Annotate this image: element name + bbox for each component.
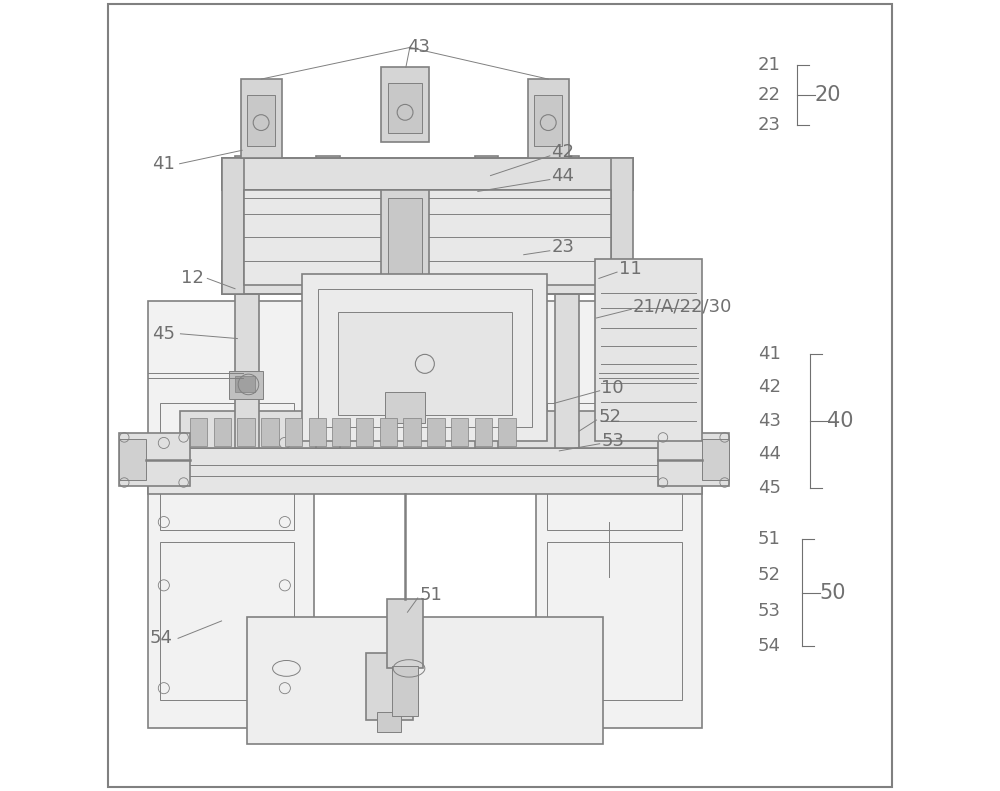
Bar [377, 712, 401, 732]
Bar [119, 433, 190, 486]
Bar [222, 261, 633, 294]
Text: 51: 51 [758, 531, 781, 548]
Bar [285, 418, 302, 446]
Bar [702, 439, 729, 480]
Bar [222, 261, 633, 294]
Bar [534, 95, 562, 146]
Bar [381, 190, 429, 316]
Bar [451, 418, 468, 446]
Text: 41: 41 [758, 345, 781, 362]
Text: 45: 45 [152, 325, 175, 343]
Bar [498, 418, 516, 446]
Text: 21: 21 [758, 56, 781, 74]
Text: 41: 41 [152, 155, 175, 172]
Bar [388, 198, 422, 305]
Bar [381, 67, 429, 142]
Bar [611, 158, 633, 294]
Text: 10: 10 [601, 379, 624, 396]
Bar [528, 79, 569, 158]
Bar [388, 83, 422, 133]
Bar [380, 418, 397, 446]
Bar [387, 599, 423, 668]
Bar [547, 403, 682, 530]
Text: 11: 11 [619, 260, 641, 278]
Text: 22: 22 [758, 86, 781, 104]
Text: 43: 43 [758, 412, 781, 430]
Bar [247, 95, 275, 146]
Bar [235, 156, 259, 448]
Bar [148, 301, 314, 728]
Bar [190, 418, 207, 446]
Bar [475, 418, 492, 446]
Bar [595, 259, 702, 441]
Bar [244, 190, 611, 285]
Text: 23: 23 [551, 238, 574, 255]
Bar [160, 542, 294, 700]
Bar [241, 79, 282, 158]
Bar [475, 156, 498, 448]
Text: 43: 43 [407, 38, 430, 55]
Bar [148, 448, 702, 494]
Bar [119, 439, 146, 480]
Text: 45: 45 [758, 479, 781, 497]
Text: 12: 12 [181, 270, 204, 287]
Text: 44: 44 [551, 167, 574, 184]
Bar [658, 433, 729, 486]
Text: 54: 54 [758, 638, 781, 655]
Text: 51: 51 [419, 586, 442, 604]
Bar [536, 301, 702, 728]
Bar [356, 418, 373, 446]
Text: 20: 20 [815, 85, 841, 105]
Text: 54: 54 [150, 630, 173, 647]
Bar [222, 158, 244, 294]
Text: 52: 52 [598, 408, 621, 426]
Text: 53: 53 [758, 602, 781, 619]
Bar [229, 371, 263, 399]
Bar [555, 156, 579, 448]
Bar [309, 418, 326, 446]
Text: 50: 50 [820, 583, 846, 603]
Bar [427, 418, 445, 446]
Text: 23: 23 [758, 116, 781, 134]
Bar [160, 403, 294, 530]
Bar [247, 617, 603, 744]
Bar [261, 418, 279, 446]
Bar [332, 418, 350, 446]
Bar [237, 418, 255, 446]
Bar [180, 411, 674, 448]
Text: 44: 44 [758, 445, 781, 464]
Bar [235, 376, 255, 392]
Text: 53: 53 [601, 432, 624, 449]
Bar [385, 392, 425, 423]
Bar [338, 312, 512, 415]
Bar [392, 666, 418, 716]
Text: 21/A/22/30: 21/A/22/30 [633, 297, 732, 315]
Bar [302, 274, 547, 441]
Bar [547, 542, 682, 700]
Text: 42: 42 [551, 143, 574, 161]
Text: 40: 40 [827, 411, 854, 431]
Bar [366, 653, 413, 720]
Bar [222, 158, 633, 190]
Bar [318, 289, 532, 427]
Bar [214, 418, 231, 446]
Bar [403, 418, 421, 446]
Text: 42: 42 [758, 378, 781, 396]
Bar [316, 156, 340, 448]
Text: 52: 52 [758, 566, 781, 584]
Bar [222, 158, 633, 190]
